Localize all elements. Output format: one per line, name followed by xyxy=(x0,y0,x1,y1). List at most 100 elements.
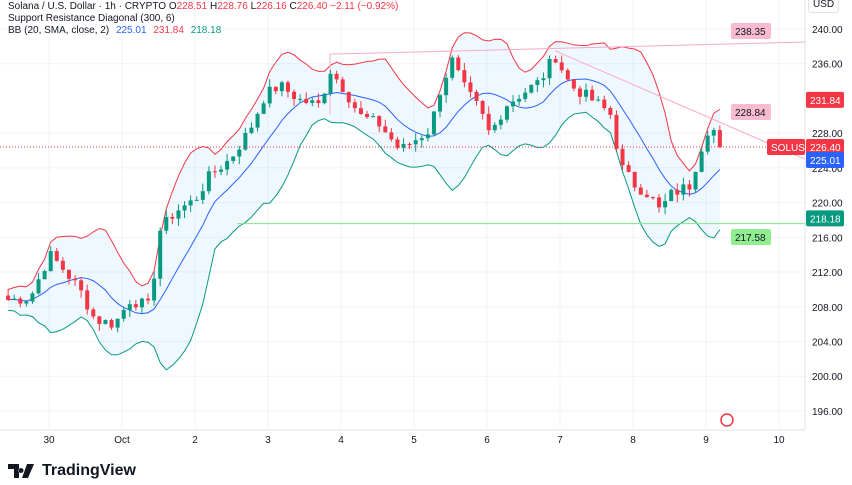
candle-body xyxy=(438,95,443,112)
candle xyxy=(699,146,704,173)
candle-body xyxy=(170,216,175,219)
y-tick-label: 200.00 xyxy=(812,372,843,383)
candle-body xyxy=(626,165,631,172)
candle-body xyxy=(310,100,315,103)
candle-body xyxy=(413,140,418,145)
candle xyxy=(535,77,540,93)
candle-body xyxy=(669,189,674,202)
tradingview-logo[interactable]: TradingView xyxy=(8,462,136,480)
candle xyxy=(316,93,321,108)
candle-body xyxy=(480,101,485,114)
candle-body xyxy=(267,86,272,104)
candle-body xyxy=(681,184,686,195)
candle-body xyxy=(699,151,704,172)
candle xyxy=(383,119,388,133)
candle-body xyxy=(328,73,333,94)
resistance-line xyxy=(330,41,806,55)
candle xyxy=(413,133,418,152)
candle xyxy=(158,227,163,287)
legend-sr[interactable]: Support Resistance Diagonal (300, 6) xyxy=(8,13,175,25)
y-tick-label: 204.00 xyxy=(812,337,843,348)
candle xyxy=(705,130,710,155)
y-tick-label: 224.00 xyxy=(812,164,843,175)
candle xyxy=(675,183,680,203)
candle xyxy=(377,115,382,133)
candle-body xyxy=(486,113,491,131)
bb-label: BB (20, SMA, close, 2) xyxy=(8,25,110,36)
candle xyxy=(541,72,546,88)
candle-body xyxy=(687,184,692,190)
candle xyxy=(115,318,120,333)
candle-body xyxy=(395,139,400,148)
candle xyxy=(693,171,698,192)
candle xyxy=(273,86,278,95)
candle xyxy=(255,112,260,132)
candle-body xyxy=(608,108,613,115)
candle xyxy=(279,80,284,97)
y-tick-label: 212.00 xyxy=(812,268,843,279)
candle-body xyxy=(565,70,570,80)
candle xyxy=(164,210,169,234)
candle-body xyxy=(139,298,144,308)
candle-body xyxy=(36,279,41,294)
candle xyxy=(237,145,242,165)
candle-body xyxy=(212,171,217,173)
candle-body xyxy=(243,132,248,150)
currency-button[interactable]: USD xyxy=(808,0,840,13)
legend-bb[interactable]: BB (20, SMA, close, 2) 225.01 231.84 218… xyxy=(8,25,222,37)
candle-body xyxy=(553,59,558,63)
candle-body xyxy=(468,82,473,92)
candle-body xyxy=(523,92,528,99)
candle xyxy=(261,100,266,115)
candle-body xyxy=(292,91,297,99)
candle xyxy=(498,115,503,130)
candle xyxy=(285,80,290,98)
low-value: 226.16 xyxy=(256,1,287,12)
candle-body xyxy=(133,304,138,308)
tradingview-logo-icon xyxy=(8,464,34,478)
y-tick-label: 220.00 xyxy=(812,199,843,210)
candle-body xyxy=(456,57,461,71)
x-tick-label: 8 xyxy=(630,435,636,446)
candle xyxy=(12,294,17,301)
candle xyxy=(669,188,674,202)
candle-body xyxy=(450,57,455,78)
candle xyxy=(60,257,65,274)
candle xyxy=(304,92,309,105)
candle-body xyxy=(717,130,722,148)
candle xyxy=(553,55,558,64)
bb-up-tag: 231.84 xyxy=(806,91,844,108)
bb-mid-tag-bg xyxy=(806,152,844,169)
candle xyxy=(194,196,199,202)
candle-body xyxy=(6,295,11,300)
candle xyxy=(468,76,473,98)
candle xyxy=(590,85,595,101)
candle-body xyxy=(577,88,582,97)
candle-body xyxy=(194,199,199,201)
last-price-tag-bg xyxy=(806,139,844,156)
y-tick-label: 236.00 xyxy=(812,60,843,71)
candle-body xyxy=(176,210,181,219)
candle-body xyxy=(474,91,479,102)
candle-body xyxy=(42,271,47,280)
candle xyxy=(602,95,607,111)
candle-body xyxy=(498,119,503,125)
candle-body xyxy=(407,143,412,145)
candle-body xyxy=(261,103,266,114)
candle-body xyxy=(365,114,370,118)
candle xyxy=(97,315,102,331)
candle-body xyxy=(12,298,17,300)
bb-low-tag: 218.18 xyxy=(806,210,844,227)
y-tick-label: 240.00 xyxy=(812,25,843,36)
candle xyxy=(322,93,327,105)
candle-body xyxy=(48,251,53,272)
candle xyxy=(249,122,254,135)
candle-body xyxy=(571,79,576,89)
candle-body xyxy=(91,309,96,317)
candle xyxy=(170,213,175,225)
x-tick-label: 9 xyxy=(703,435,709,446)
candle xyxy=(425,128,430,142)
candle xyxy=(559,55,564,73)
